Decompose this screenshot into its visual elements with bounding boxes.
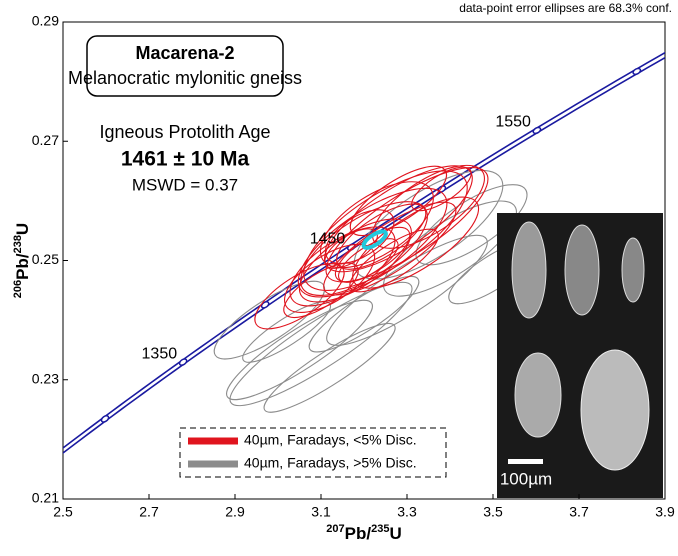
label-superscript: 235 [371,523,389,535]
axis-label: 206Pb/238U [12,223,33,298]
error-ellipse [301,265,427,363]
x-tick-label: 2.7 [139,504,159,520]
label-superscript: 238 [12,235,24,253]
annotation: 1461 ± 10 Ma [121,148,250,171]
annotation: Igneous Protolith Age [99,122,270,142]
y-tick-label: 0.29 [32,13,59,29]
x-tick-label: 3.9 [655,504,675,520]
error-ellipse [218,266,423,422]
age-marker [632,67,641,75]
zircon [512,222,546,318]
x-tick-label: 2.5 [53,504,73,520]
scale-bar [508,459,543,464]
zircon [581,350,649,470]
y-tick-label: 0.21 [32,490,59,506]
age-marker [532,126,541,134]
error-ellipse [217,287,383,414]
zircon [515,353,561,437]
y-tick-label: 0.27 [32,132,59,148]
x-tick-label: 3.7 [569,504,589,520]
age-label: 1350 [142,345,178,362]
age-marker [178,358,187,367]
label-part: Pb/ [345,524,372,543]
title: Macarena-2 [135,43,234,63]
annotation: MSWD = 0.37 [132,175,238,194]
x-tick-label: 3.3 [397,504,417,520]
age-label: 1550 [495,114,531,131]
zircon [622,238,644,302]
label-superscript: 206 [12,280,24,298]
age-marker [100,415,109,424]
x-tick-label: 2.9 [225,504,245,520]
label-part: Pb/ [13,253,32,280]
label-part: U [13,223,32,235]
zircon [565,225,599,315]
age-label: 1450 [310,230,346,247]
subtitle: Melanocratic mylonitic gneiss [68,68,302,88]
y-tick-label: 0.23 [32,370,59,386]
label-part: U [389,524,401,543]
axis-label: 207Pb/235U [326,523,401,544]
legend-label: 40µm, Faradays, >5% Disc. [244,455,417,471]
legend-label: 40µm, Faradays, <5% Disc. [244,432,417,448]
x-tick-label: 3.5 [483,504,503,520]
note: data-point error ellipses are 68.3% conf… [459,1,672,15]
scale-bar-label: 100µm [500,469,552,488]
x-tick-label: 3.1 [311,504,331,520]
chart: data-point error ellipses are 68.3% conf… [0,0,678,551]
y-tick-label: 0.25 [32,251,59,267]
label-superscript: 207 [326,523,344,535]
inset-photo: 100µm [497,213,663,498]
